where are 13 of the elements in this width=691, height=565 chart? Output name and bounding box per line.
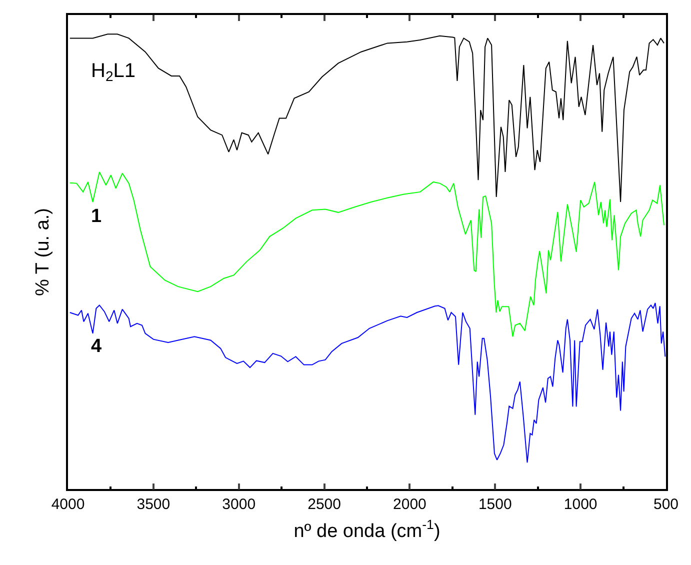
series-label: H$_{2}$L1 (91, 60, 136, 84)
x-tick-label: 2000 (393, 496, 426, 513)
x-tick-label: 3500 (136, 496, 170, 513)
x-tick-label: 3000 (222, 496, 256, 513)
series-label: 4 (91, 336, 102, 357)
series-label: 1 (91, 206, 102, 227)
x-tick-label: 4000 (51, 496, 85, 513)
x-tick-label: 500 (653, 496, 679, 513)
y-axis-title: % T (u. a.) (32, 208, 54, 296)
x-tick-label: 2500 (308, 496, 341, 513)
x-axis-title: nº de onda (cm$^{-1}$) (294, 517, 440, 542)
x-tick-label: 1500 (478, 496, 512, 513)
x-tick-label: 1000 (564, 496, 598, 513)
